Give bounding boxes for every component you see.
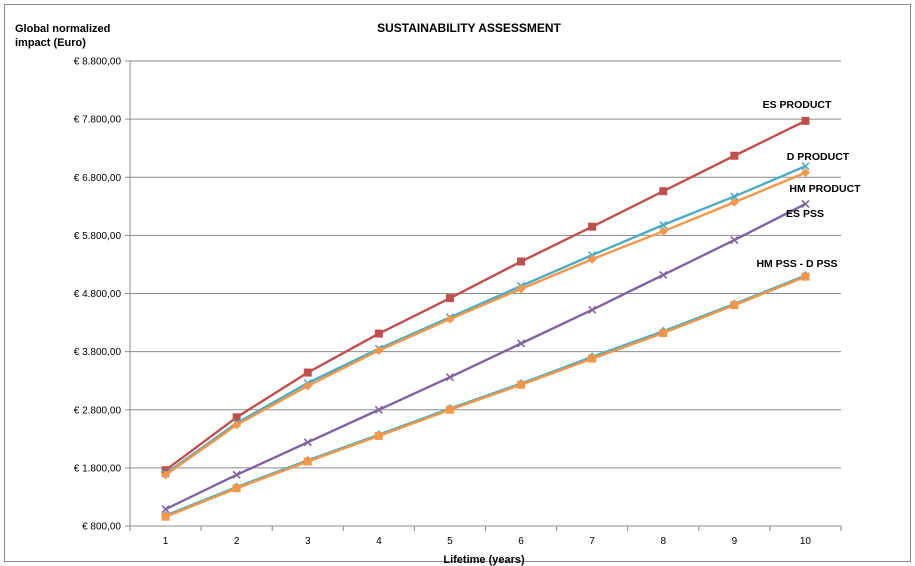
marker-diamond xyxy=(800,168,810,178)
marker-diamond xyxy=(232,420,242,430)
marker-square xyxy=(517,380,526,389)
marker-x xyxy=(303,438,312,447)
series-5 xyxy=(161,270,810,521)
marker-square xyxy=(588,222,597,231)
marker-x xyxy=(588,305,597,314)
series-line xyxy=(164,119,806,472)
x-tick-label: 5 xyxy=(447,536,453,547)
marker-square xyxy=(232,484,241,493)
series-line xyxy=(164,165,806,475)
y-tick-label: € 3.800,00 xyxy=(74,347,122,358)
marker-diamond xyxy=(658,226,668,236)
marker-x xyxy=(445,373,455,382)
marker-diamond xyxy=(303,381,313,391)
marker-x xyxy=(730,192,739,201)
x-tick-label: 3 xyxy=(305,536,311,547)
marker-diamond xyxy=(374,345,384,355)
y-tick-label: € 800,00 xyxy=(82,522,121,533)
marker-square xyxy=(445,294,454,303)
marker-x xyxy=(161,505,170,514)
series-3 xyxy=(161,168,810,480)
x-tick-label: 4 xyxy=(376,536,382,547)
series-4 xyxy=(161,199,810,514)
y-axis-label-line2: impact (Euro) xyxy=(15,37,86,49)
x-tick-label: 10 xyxy=(800,536,812,547)
marker-x xyxy=(801,162,810,171)
marker-square xyxy=(588,354,597,363)
annotation-layer: ES PRODUCT D PRODUCT HM PRODUCT ES PSS HM PS… xyxy=(756,99,861,270)
marker-diamond xyxy=(587,254,597,264)
marker-square xyxy=(374,431,383,440)
series-annotation: HM PRODUCT xyxy=(789,183,861,195)
y-axis-label-line1: Global normalized xyxy=(15,23,110,35)
marker-x xyxy=(801,199,810,209)
marker-square xyxy=(659,187,668,196)
marker-square xyxy=(374,329,383,338)
axes-layer: € 800,00 € 1.800,00 € 2.800,00 € 3.800,00 € … xyxy=(74,57,842,547)
marker-x xyxy=(374,405,383,414)
marker-x xyxy=(659,220,668,229)
marker-square xyxy=(801,272,810,281)
marker-square xyxy=(303,368,312,377)
y-tick-label: € 1.800,00 xyxy=(74,463,122,474)
y-tick-label: € 8.800,00 xyxy=(74,57,122,68)
marker-x xyxy=(516,339,526,348)
x-tick-label: 8 xyxy=(660,536,666,547)
y-tick-label: € 2.800,00 xyxy=(74,405,122,416)
y-tick-label: € 4.800,00 xyxy=(74,289,122,300)
marker-x xyxy=(659,270,668,279)
y-tick-label: € 5.800,00 xyxy=(74,231,122,242)
marker-square xyxy=(161,466,170,475)
chart-title: SUSTAINABILITY ASSESSMENT xyxy=(377,21,561,35)
marker-square xyxy=(161,512,170,521)
marker-square xyxy=(232,413,241,422)
marker-square xyxy=(730,301,739,310)
marker-square xyxy=(517,257,526,266)
marker-diamond xyxy=(516,284,526,294)
marker-square xyxy=(445,405,454,414)
marker-diamond xyxy=(729,197,739,207)
series-line xyxy=(165,275,806,518)
marker-square xyxy=(303,457,312,466)
marker-x xyxy=(232,470,241,479)
y-tick-label: € 7.800,00 xyxy=(74,115,122,126)
series-2 xyxy=(161,162,810,478)
series-annotation: ES PSS xyxy=(786,208,824,220)
x-tick-label: 7 xyxy=(589,536,595,547)
marker-diamond xyxy=(445,314,455,324)
series-6 xyxy=(161,272,810,521)
chart-frame xyxy=(4,4,911,562)
series-line xyxy=(164,171,806,476)
series-annotation: ES PRODUCT xyxy=(763,99,832,111)
grid-layer xyxy=(130,60,841,527)
series-line xyxy=(165,202,806,511)
marker-diamond xyxy=(161,470,171,480)
marker-square xyxy=(659,329,668,338)
series-annotation: HM PSS - D PSS xyxy=(756,258,837,270)
x-tick-label: 2 xyxy=(234,536,240,547)
marker-square xyxy=(801,116,810,125)
series-annotation: D PRODUCT xyxy=(787,151,850,163)
x-tick-label: 1 xyxy=(163,536,169,547)
series-layer xyxy=(161,116,810,521)
x-axis-label: Lifetime (years) xyxy=(443,554,525,566)
marker-x xyxy=(730,235,739,245)
x-tick-label: 6 xyxy=(518,536,524,547)
y-tick-label: € 6.800,00 xyxy=(74,173,122,184)
series-1 xyxy=(161,116,810,475)
marker-square xyxy=(730,151,739,160)
x-tick-label: 9 xyxy=(732,536,738,547)
